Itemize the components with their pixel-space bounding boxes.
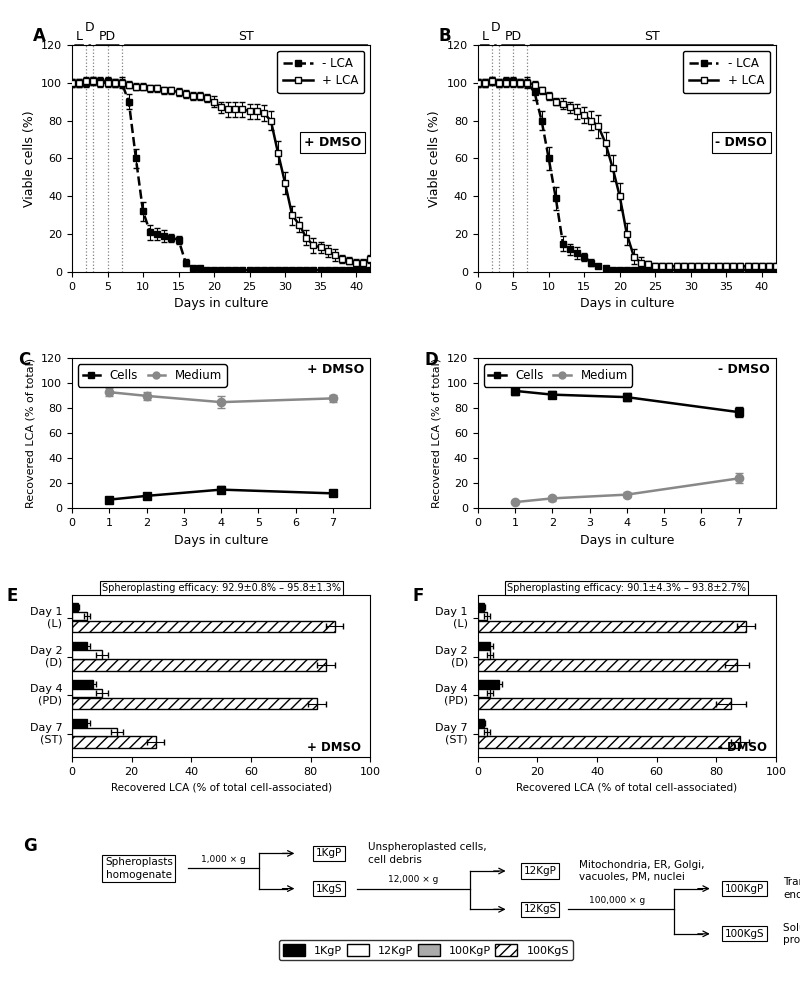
Text: ST: ST (238, 30, 254, 43)
Text: Spheroplasts
homogenate: Spheroplasts homogenate (105, 857, 173, 880)
Bar (478, 698, 731, 709)
Text: 1,000 × g: 1,000 × g (201, 855, 246, 864)
X-axis label: Days in culture: Days in culture (580, 533, 674, 546)
Text: - DMSO: - DMSO (718, 740, 767, 753)
Bar (72, 718, 87, 727)
Bar (478, 736, 740, 748)
Text: E: E (6, 586, 18, 604)
Bar (478, 718, 484, 727)
Text: 1KgP: 1KgP (316, 848, 342, 858)
Y-axis label: Recovered LCA (% of total): Recovered LCA (% of total) (26, 359, 35, 508)
Bar (72, 727, 117, 736)
Text: L: L (76, 30, 82, 43)
Text: D: D (490, 21, 500, 34)
Bar (72, 611, 87, 620)
Text: A: A (34, 27, 46, 45)
Text: + DMSO: + DMSO (307, 363, 364, 376)
X-axis label: Days in culture: Days in culture (174, 533, 268, 546)
Bar (72, 650, 102, 659)
Text: C: C (18, 351, 30, 369)
Bar (72, 603, 78, 611)
Text: Spheroplasting efficacy: 92.9±0.8% – 95.8±1.3%: Spheroplasting efficacy: 92.9±0.8% – 95.… (102, 583, 341, 593)
Bar (478, 689, 490, 697)
Text: PD: PD (99, 30, 116, 43)
X-axis label: Recovered LCA (% of total cell-associated): Recovered LCA (% of total cell-associate… (110, 782, 332, 792)
Y-axis label: Viable cells (%): Viable cells (%) (428, 110, 442, 207)
Text: PD: PD (505, 30, 522, 43)
X-axis label: Days in culture: Days in culture (174, 298, 268, 311)
Text: Mitochondria, ER, Golgi,
vacuoles, PM, nuclei: Mitochondria, ER, Golgi, vacuoles, PM, n… (579, 860, 704, 882)
Text: Transport vesicles, Golgi,
endosomes: Transport vesicles, Golgi, endosomes (783, 877, 800, 900)
Bar (478, 727, 486, 736)
Text: Unspheroplasted cells,
cell debris: Unspheroplasted cells, cell debris (368, 842, 486, 864)
Legend: - LCA, + LCA: - LCA, + LCA (683, 51, 770, 93)
Text: D: D (424, 351, 438, 369)
Legend: 1KgP, 12KgP, 100KgP, 100KgS: 1KgP, 12KgP, 100KgP, 100KgS (278, 940, 574, 960)
Bar (478, 650, 490, 659)
Bar (478, 641, 490, 650)
Bar (72, 698, 317, 709)
Text: Spheroplasting efficacy: 90.1±4.3% – 93.8±2.7%: Spheroplasting efficacy: 90.1±4.3% – 93.… (507, 583, 746, 593)
Text: Soluble cytosolic proteins, soluble
proteins from damaged organelles: Soluble cytosolic proteins, soluble prot… (783, 923, 800, 945)
Bar (478, 603, 484, 611)
Text: F: F (412, 586, 423, 604)
Text: ST: ST (644, 30, 659, 43)
Bar (478, 659, 738, 671)
Y-axis label: Viable cells (%): Viable cells (%) (22, 110, 35, 207)
X-axis label: Recovered LCA (% of total cell-associated): Recovered LCA (% of total cell-associate… (516, 782, 738, 792)
Text: 100KgP: 100KgP (725, 883, 764, 893)
X-axis label: Days in culture: Days in culture (580, 298, 674, 311)
Text: 1KgS: 1KgS (316, 883, 342, 893)
Text: 12,000 × g: 12,000 × g (388, 875, 438, 884)
Legend: Cells, Medium: Cells, Medium (78, 365, 226, 387)
Text: D: D (85, 21, 94, 34)
Bar (478, 611, 486, 620)
Text: B: B (439, 27, 451, 45)
Bar (478, 680, 498, 688)
Bar (72, 680, 93, 688)
Text: - DMSO: - DMSO (718, 363, 770, 376)
Text: 12KgP: 12KgP (524, 866, 557, 876)
Bar (478, 620, 746, 632)
Text: + DMSO: + DMSO (304, 136, 362, 149)
Bar (72, 736, 155, 748)
Legend: - LCA, + LCA: - LCA, + LCA (278, 51, 365, 93)
Text: + DMSO: + DMSO (307, 740, 362, 753)
Y-axis label: Recovered LCA (% of total): Recovered LCA (% of total) (431, 359, 442, 508)
Text: L: L (482, 30, 488, 43)
Text: - DMSO: - DMSO (715, 136, 767, 149)
Bar (72, 620, 334, 632)
Text: 100,000 × g: 100,000 × g (590, 896, 646, 905)
Text: 12KgS: 12KgS (523, 904, 557, 914)
Text: G: G (22, 837, 37, 855)
Bar (72, 659, 326, 671)
Legend: Cells, Medium: Cells, Medium (483, 365, 633, 387)
Bar (72, 689, 102, 697)
Bar (72, 641, 87, 650)
Text: 100KgS: 100KgS (725, 929, 764, 939)
